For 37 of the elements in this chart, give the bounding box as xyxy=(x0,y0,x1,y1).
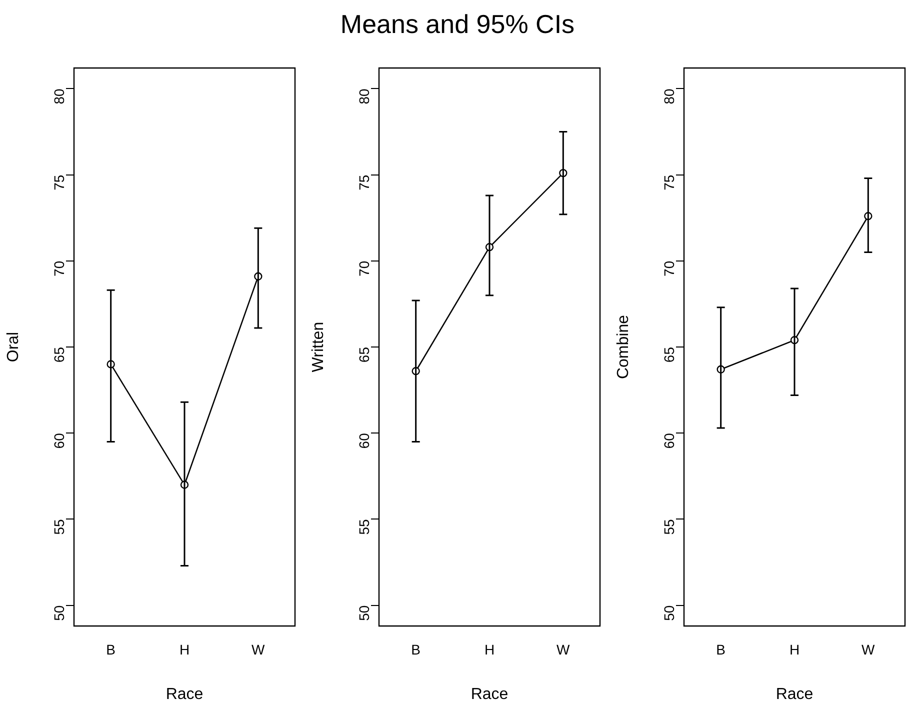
y-tick-label: 55 xyxy=(356,519,372,535)
x-tick-label: H xyxy=(484,641,495,658)
y-tick-label: 55 xyxy=(660,519,677,535)
y-tick-label: 60 xyxy=(660,432,677,449)
y-tick-label: 75 xyxy=(50,174,67,190)
y-tick-label: 80 xyxy=(50,88,67,104)
y-tick-label: 80 xyxy=(356,88,372,104)
y-tick-label: 70 xyxy=(660,260,677,276)
y-tick-label: 50 xyxy=(660,605,677,621)
y-tick-label: 65 xyxy=(356,346,372,363)
x-tick-label: H xyxy=(179,641,190,658)
y-tick-label: 60 xyxy=(50,432,67,449)
y-tick-label: 75 xyxy=(356,174,372,190)
x-axis-title: Race xyxy=(166,686,204,703)
chart-title: Means and 95% CIs xyxy=(340,8,575,40)
y-tick-label: 55 xyxy=(50,519,67,535)
x-axis-title: Race xyxy=(776,686,814,703)
y-tick-label: 65 xyxy=(660,346,677,363)
x-tick-label: H xyxy=(789,641,800,658)
y-axis-title: Oral xyxy=(5,332,22,362)
y-axis-title: Written xyxy=(310,322,328,372)
y-tick-label: 70 xyxy=(50,260,67,276)
y-tick-label: 75 xyxy=(660,174,677,190)
x-tick-label: W xyxy=(252,641,266,658)
y-axis-title: Combine xyxy=(615,314,632,380)
y-tick-label: 60 xyxy=(356,432,372,449)
y-tick-label: 50 xyxy=(356,605,372,621)
x-tick-label: W xyxy=(862,641,876,658)
x-tick-label: W xyxy=(556,641,571,658)
x-tick-label: B xyxy=(106,641,116,658)
x-axis-title: Race xyxy=(470,686,508,703)
y-tick-label: 50 xyxy=(50,605,67,621)
y-tick-label: 65 xyxy=(50,346,67,363)
y-tick-label: 80 xyxy=(660,88,677,104)
x-tick-label: B xyxy=(411,641,421,658)
x-tick-label: B xyxy=(716,641,726,658)
y-tick-label: 70 xyxy=(356,260,372,276)
